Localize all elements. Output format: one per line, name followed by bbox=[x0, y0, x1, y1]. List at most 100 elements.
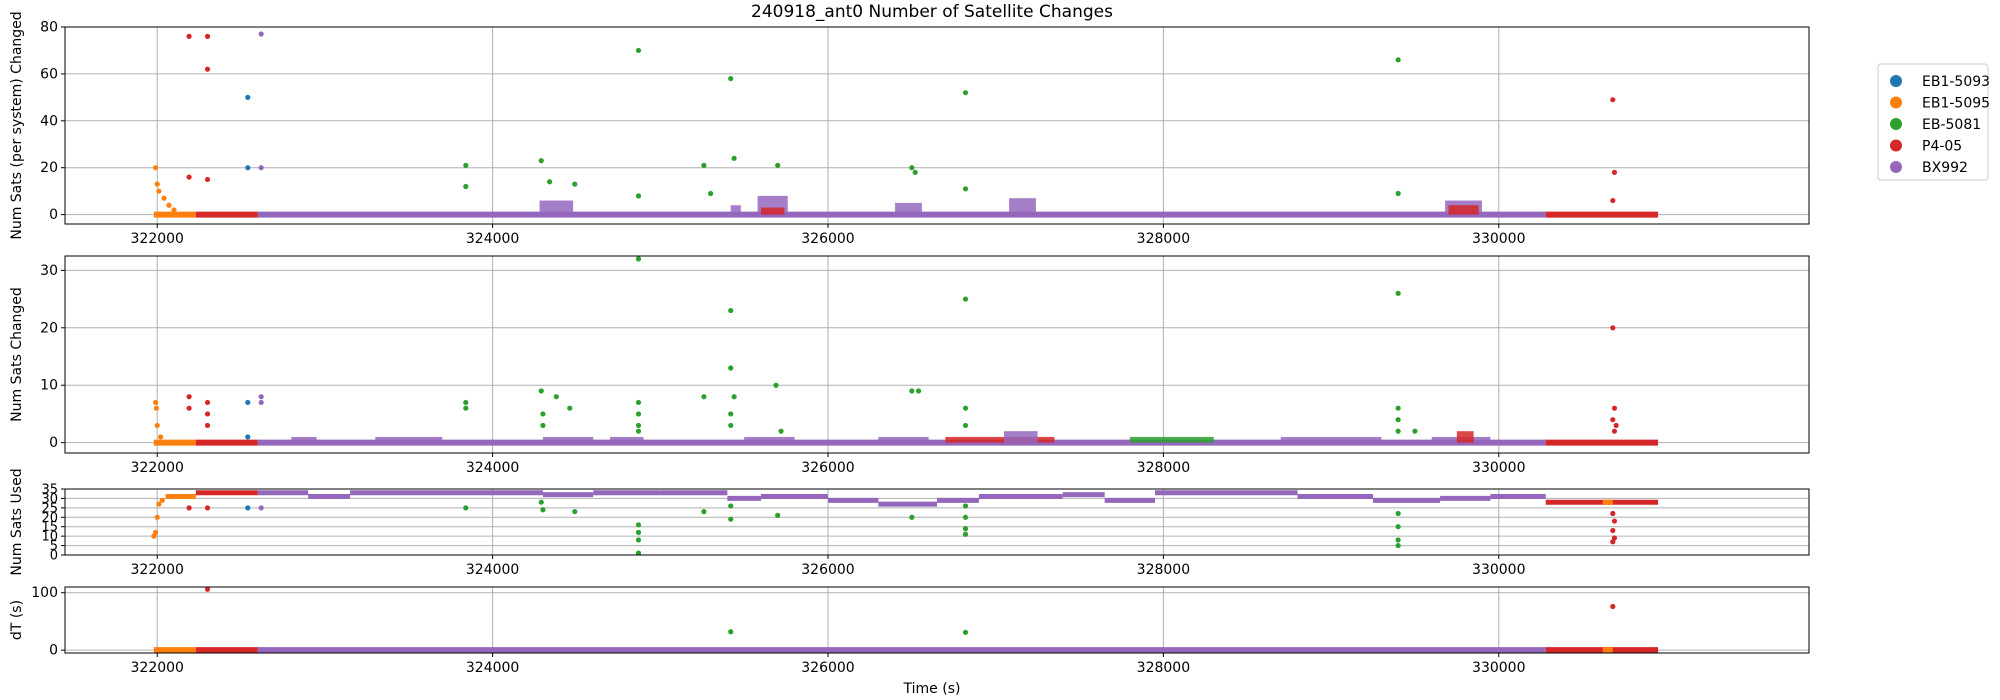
bump-band bbox=[542, 436, 594, 443]
plot-area bbox=[153, 587, 1659, 653]
data-point bbox=[538, 158, 544, 164]
data-point bbox=[258, 399, 264, 406]
data-point bbox=[186, 405, 192, 411]
legend-label: EB1-5095 bbox=[1922, 96, 1990, 112]
x-tick-label: 324000 bbox=[466, 231, 519, 247]
y-tick-label: 30 bbox=[41, 492, 58, 507]
data-point bbox=[1610, 325, 1616, 331]
data-point bbox=[154, 422, 160, 429]
data-point bbox=[538, 499, 544, 505]
legend-marker bbox=[1890, 75, 1902, 87]
data-point bbox=[152, 529, 159, 535]
data-point bbox=[153, 405, 159, 411]
data-point bbox=[258, 31, 264, 37]
data-point bbox=[152, 399, 159, 406]
data-point bbox=[1610, 510, 1616, 517]
legend-label: BX992 bbox=[1922, 160, 1968, 176]
data-point bbox=[156, 501, 162, 507]
legend-frame bbox=[1877, 63, 1989, 181]
data-point bbox=[1395, 510, 1401, 517]
panel-1: 322000 324000 326000 328000 330000 0 20 40 60 80 N… bbox=[9, 11, 1810, 247]
data-point bbox=[962, 90, 969, 96]
data-point bbox=[962, 503, 969, 509]
x-tick-label: 330000 bbox=[1472, 562, 1525, 578]
data-point bbox=[1611, 405, 1618, 411]
data-point bbox=[1395, 190, 1401, 197]
y-tick-label: 10 bbox=[40, 378, 58, 394]
bump-band bbox=[375, 436, 443, 443]
data-point bbox=[572, 181, 578, 187]
y-tick-label: 20 bbox=[40, 160, 58, 176]
data-point bbox=[1395, 524, 1401, 530]
data-point bbox=[463, 405, 469, 411]
data-point bbox=[1611, 428, 1618, 434]
y-tick-label: 0 bbox=[49, 643, 58, 659]
data-point bbox=[962, 422, 969, 429]
y-tick-label: 20 bbox=[41, 511, 58, 526]
data-point bbox=[1610, 97, 1616, 103]
data-point bbox=[204, 66, 211, 72]
x-tick-label: 326000 bbox=[801, 660, 854, 676]
bump-band bbox=[895, 202, 922, 215]
data-point bbox=[186, 505, 192, 511]
data-point bbox=[778, 428, 784, 434]
data-point bbox=[1611, 169, 1618, 176]
data-point bbox=[1611, 518, 1618, 524]
bump-band bbox=[744, 436, 795, 443]
x-tick-label: 330000 bbox=[1472, 660, 1525, 676]
data-point bbox=[728, 365, 734, 371]
x-tick-label: 328000 bbox=[1137, 562, 1190, 578]
y-tick-label: 100 bbox=[31, 585, 58, 601]
data-point bbox=[540, 411, 546, 417]
x-tick-label: 322000 bbox=[131, 562, 184, 578]
y-tick-label: 5 bbox=[50, 539, 58, 554]
x-tick-label: 322000 bbox=[131, 460, 184, 476]
legend-item: EB1-5093 bbox=[1890, 74, 1990, 90]
plot-area bbox=[152, 256, 1659, 446]
legend-marker bbox=[1890, 118, 1902, 130]
y-axis-label: dT (s) bbox=[9, 600, 25, 640]
data-point bbox=[204, 33, 211, 39]
data-point bbox=[553, 394, 559, 400]
data-point bbox=[1395, 290, 1401, 296]
data-point bbox=[157, 434, 164, 440]
x-tick-label: 322000 bbox=[131, 231, 184, 247]
data-point bbox=[245, 94, 251, 100]
y-tick-label: 60 bbox=[40, 66, 58, 82]
legend: EB1-5093 EB1-5095 EB-5081 P4-05 BX992 bbox=[1877, 63, 1990, 181]
data-point bbox=[1610, 527, 1616, 534]
bump-band bbox=[291, 436, 317, 443]
data-point bbox=[1395, 542, 1401, 549]
data-point bbox=[635, 428, 642, 434]
data-point bbox=[728, 307, 734, 314]
data-point bbox=[635, 399, 642, 406]
data-point bbox=[245, 399, 251, 406]
data-point bbox=[463, 399, 469, 406]
data-point bbox=[1610, 197, 1616, 204]
axes-frame bbox=[64, 26, 1810, 225]
data-point bbox=[1610, 417, 1616, 423]
data-point bbox=[728, 503, 734, 509]
data-point bbox=[463, 505, 469, 511]
x-tick-label: 322000 bbox=[131, 660, 184, 676]
x-tick-label: 330000 bbox=[1472, 460, 1525, 476]
axes-frame bbox=[64, 255, 1810, 454]
legend-label: EB1-5093 bbox=[1922, 74, 1990, 90]
y-tick-label: 0 bbox=[50, 549, 58, 564]
data-point bbox=[635, 550, 642, 555]
data-point bbox=[962, 296, 969, 302]
bump-band bbox=[1456, 431, 1474, 443]
legend-item: EB1-5095 bbox=[1890, 96, 1990, 112]
data-point bbox=[909, 165, 915, 171]
bump-band bbox=[1280, 436, 1382, 443]
data-point bbox=[538, 388, 544, 394]
legend-item: P4-05 bbox=[1890, 139, 1962, 155]
data-point bbox=[701, 394, 707, 400]
data-point bbox=[186, 174, 192, 180]
data-point bbox=[258, 394, 264, 400]
data-point bbox=[635, 537, 642, 543]
data-point bbox=[962, 526, 969, 532]
data-point bbox=[1395, 405, 1401, 411]
data-point bbox=[152, 165, 159, 171]
data-point bbox=[731, 394, 737, 400]
